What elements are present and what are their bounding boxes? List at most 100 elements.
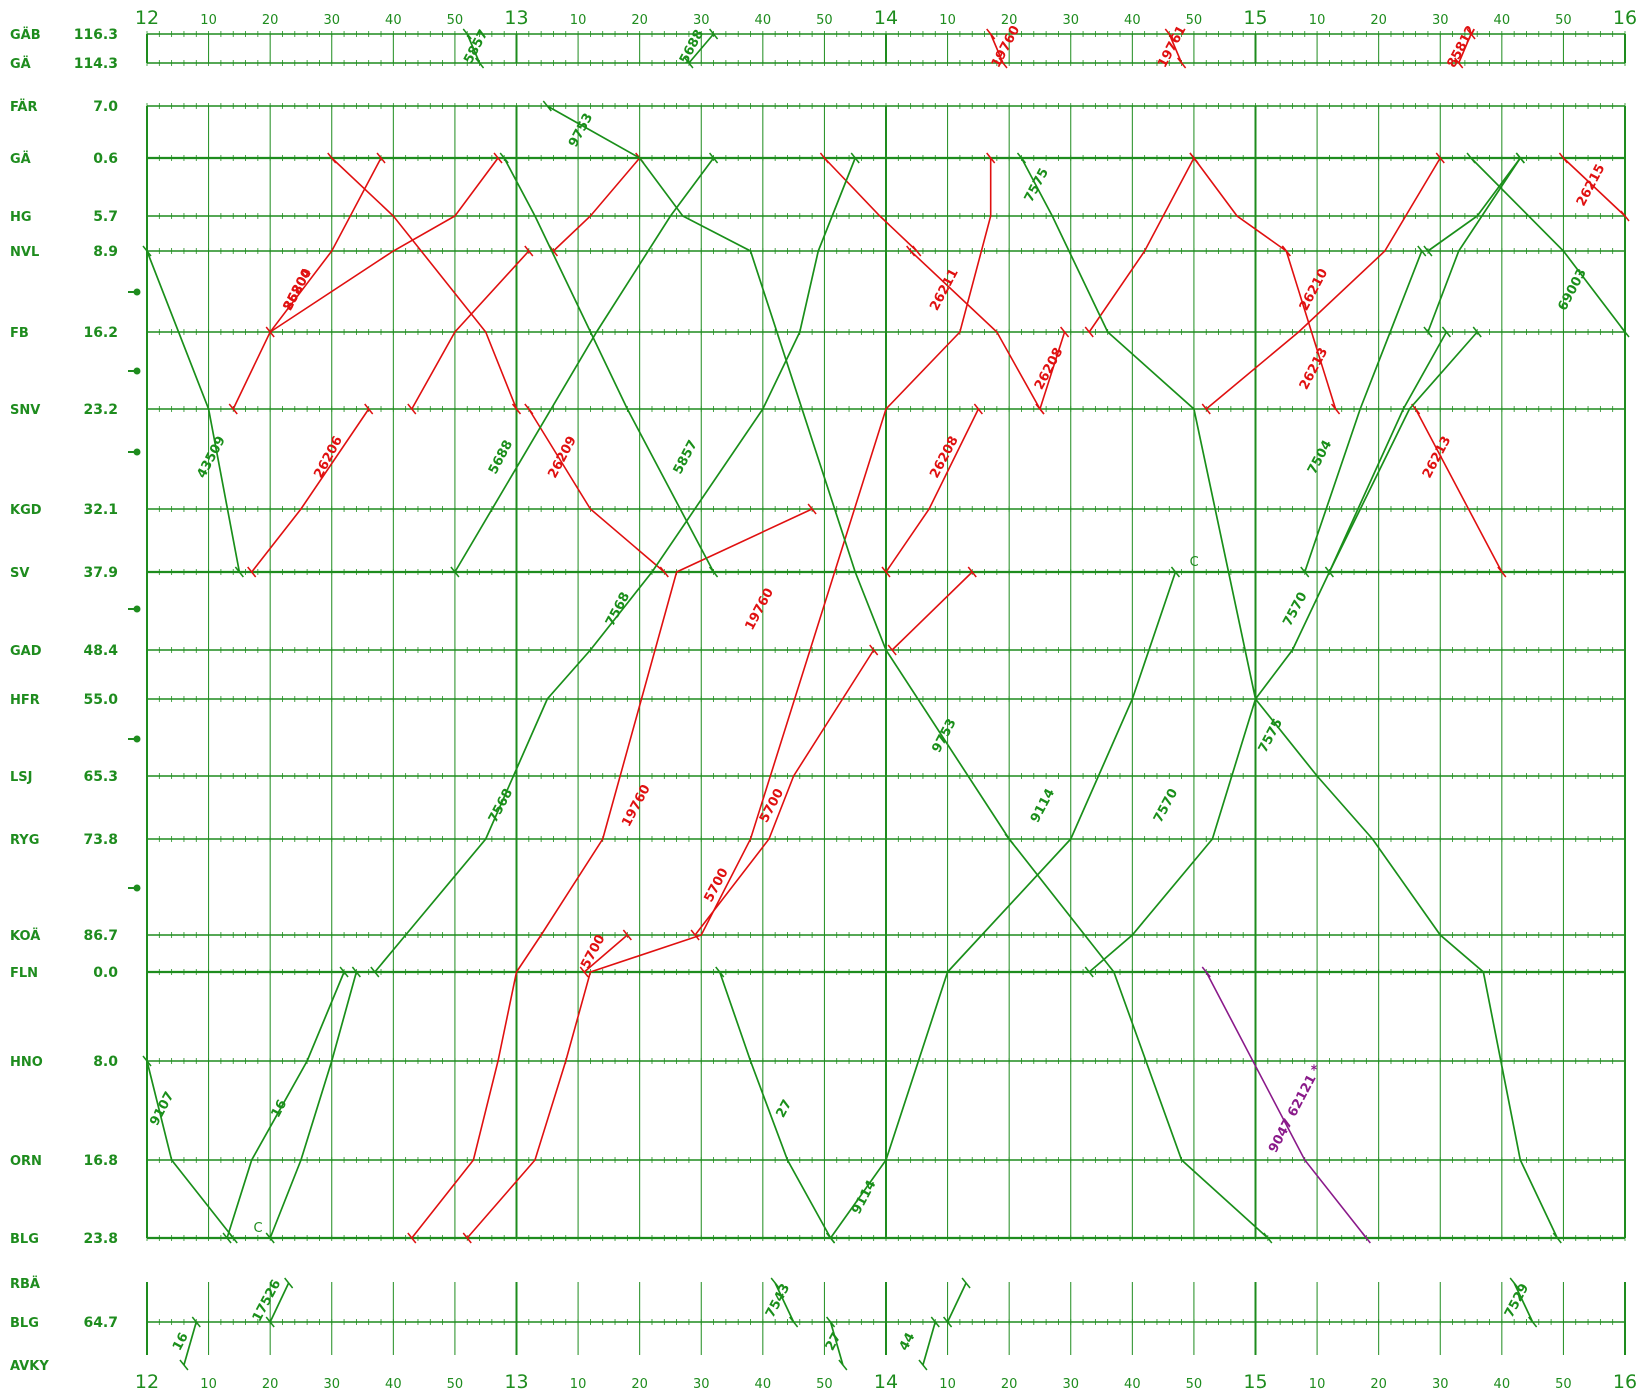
train-path (546, 105, 1010, 840)
station-code: HG (10, 210, 32, 225)
hour-label: 13 (504, 1371, 528, 1392)
crossing-marker: C (1190, 555, 1199, 570)
train-number: 7529 (1502, 1281, 1532, 1320)
train-end-tick (1263, 1232, 1273, 1244)
minute-label: 20 (262, 1377, 279, 1392)
minute-label: 30 (1062, 1377, 1079, 1392)
train-end-tick (1454, 57, 1464, 69)
train-end-tick (1509, 1277, 1519, 1289)
station-code: RBÄ (10, 1276, 40, 1292)
minute-label: 50 (1555, 1377, 1572, 1392)
train-path (331, 157, 518, 410)
train-path (1427, 157, 1522, 333)
train-end-tick (493, 152, 503, 164)
train-end-tick (918, 1359, 928, 1371)
train-number: 9114 (849, 1178, 879, 1217)
train-end-tick (819, 152, 830, 164)
station-km: 8.9 (93, 244, 118, 260)
minute-label: 30 (693, 1377, 710, 1392)
station-code: LSJ (10, 770, 32, 785)
train-end-tick (351, 966, 361, 978)
station-km: 0.0 (93, 965, 118, 981)
hour-label: 14 (874, 1371, 898, 1392)
train-end-tick (450, 566, 460, 578)
train-path (466, 33, 481, 64)
minute-label: 30 (323, 1377, 340, 1392)
hour-label: 16 (1613, 7, 1637, 29)
train-end-tick (284, 1277, 294, 1289)
train-path (183, 1321, 198, 1366)
minute-label: 10 (200, 1377, 217, 1392)
train-end-tick (770, 1277, 780, 1289)
minute-label: 20 (631, 1377, 648, 1392)
minute-label: 20 (1370, 13, 1387, 28)
train-end-tick (1324, 566, 1334, 578)
train-path (269, 971, 358, 1239)
train-end-tick (142, 245, 152, 257)
train-number: 7543 (763, 1281, 793, 1320)
train-end-tick (524, 245, 534, 257)
train-number: 5857 (671, 438, 701, 477)
minute-label: 20 (1001, 1377, 1018, 1392)
minute-label: 30 (693, 13, 710, 28)
hour-label: 12 (135, 7, 159, 29)
train-end-tick (265, 1316, 275, 1328)
train-number: 9114 (1028, 786, 1058, 825)
train-end-tick (1084, 326, 1094, 338)
train-end-tick (825, 1232, 836, 1244)
train-path (411, 250, 530, 410)
train-end-tick (1201, 966, 1211, 978)
train-end-tick (659, 566, 669, 578)
section-marker-dot (133, 448, 141, 456)
train-end-tick (881, 566, 891, 578)
train-number: 16 (269, 1097, 291, 1120)
minute-label: 30 (1432, 1377, 1449, 1392)
train-number: 5700 (578, 932, 608, 971)
station-km: 55.0 (83, 692, 118, 708)
station-km: 5.7 (93, 209, 118, 225)
hour-label: 16 (1613, 1371, 1637, 1392)
station-km: 73.8 (83, 832, 118, 848)
train-end-tick (339, 966, 349, 978)
train-end-tick (1423, 326, 1433, 338)
train-end-tick (579, 966, 589, 978)
train-number: 26213 (1297, 345, 1331, 392)
train-end-tick (1004, 833, 1014, 845)
train-end-tick (1330, 403, 1341, 415)
train-end-tick (715, 966, 725, 978)
station-km: 116.3 (74, 27, 118, 43)
station-code: RYG (10, 833, 39, 848)
train-end-tick (222, 1232, 232, 1244)
minute-label: 40 (385, 1377, 402, 1392)
train-end-tick (364, 403, 374, 415)
train-end-tick (1441, 326, 1451, 338)
section-marker-dot (133, 735, 141, 743)
train-end-tick (1423, 245, 1433, 257)
train-end-tick (1417, 245, 1427, 257)
train-end-tick (511, 403, 522, 415)
minute-label: 10 (1309, 13, 1326, 28)
train-end-tick (1170, 566, 1181, 578)
train-number: 7504 (1305, 438, 1335, 477)
station-km: 32.1 (83, 502, 118, 518)
minute-label: 40 (755, 13, 772, 28)
station-km: 37.9 (83, 565, 118, 581)
train-end-tick (179, 1359, 189, 1371)
minute-label: 40 (1494, 13, 1511, 28)
train-path (374, 157, 856, 973)
station-code: SNV (10, 403, 40, 418)
minute-label: 50 (816, 1377, 833, 1392)
train-end-tick (684, 57, 694, 69)
train-end-tick (265, 1232, 275, 1244)
station-km: 65.3 (83, 769, 118, 785)
train-end-tick (986, 28, 996, 40)
train-end-tick (967, 566, 977, 578)
station-code: SV (10, 566, 29, 581)
train-end-tick (807, 503, 817, 515)
station-code: FLN (10, 966, 38, 981)
hour-label: 13 (504, 7, 528, 29)
train-path (269, 1282, 290, 1323)
minute-label: 50 (1555, 13, 1572, 28)
minute-label: 50 (1186, 13, 1203, 28)
